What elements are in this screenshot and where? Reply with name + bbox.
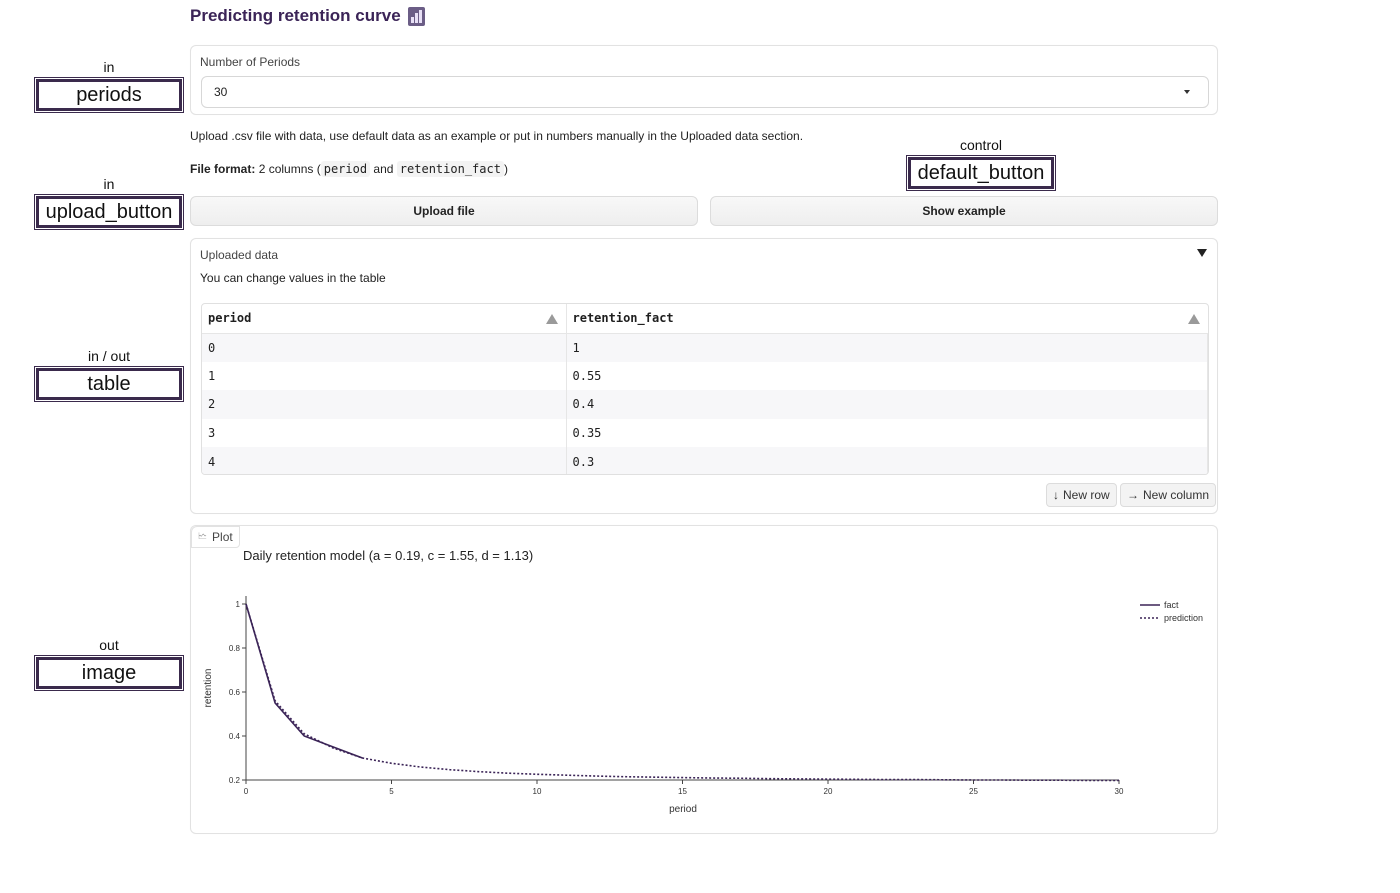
y-tick-label: 0.8 (229, 644, 241, 653)
new-column-label: New column (1143, 488, 1210, 502)
file-format-and: and (373, 162, 394, 176)
table-row: 2 0.4 (202, 390, 1208, 419)
annotation-upload: in upload_button (34, 176, 184, 230)
table-cell[interactable]: 2 (202, 390, 567, 419)
table-cell[interactable]: 0 (202, 333, 567, 362)
periods-panel: Number of Periods 30 (190, 45, 1218, 115)
chart-axes (245, 596, 1119, 781)
y-tick-label: 0.2 (229, 776, 241, 785)
y-tick-label: 0.4 (229, 732, 241, 741)
x-axis-label: period (669, 804, 697, 815)
x-tick-label: 10 (533, 787, 542, 796)
page-title-text: Predicting retention curve (190, 6, 401, 25)
x-tick-label: 20 (824, 787, 833, 796)
upload-instructions: Upload .csv file with data, use default … (190, 129, 804, 143)
chart-title: Daily retention model (a = 0.19, c = 1.5… (243, 548, 533, 563)
periods-value: 30 (214, 85, 228, 99)
x-tick-label: 0 (244, 787, 249, 796)
plot-tab: 🗠 Plot (191, 526, 240, 548)
annotation-caption: in (103, 59, 115, 75)
y-axis-label: retention (203, 669, 214, 708)
annotation-label: periods (34, 77, 184, 113)
plot-panel: 🗠 Plot Daily retention model (a = 0.19, … (190, 525, 1218, 834)
column-header-label: retention_fact (572, 311, 674, 326)
retention-chart: Daily retention model (a = 0.19, c = 1.5… (203, 548, 1203, 815)
collapse-triangle-icon[interactable] (1197, 249, 1207, 257)
uploaded-data-hint: You can change values in the table (200, 271, 386, 285)
file-format-suffix: ) (503, 162, 508, 176)
show-example-button[interactable]: Show example (710, 196, 1218, 226)
annotation-default-button: control default_button (906, 137, 1056, 191)
new-row-label: New row (1063, 488, 1110, 502)
table-cell[interactable]: 3 (202, 418, 567, 448)
table-cell[interactable]: 1 (566, 333, 1208, 362)
column-header-retention[interactable]: retention_fact (566, 304, 1208, 334)
x-tick-label: 5 (389, 787, 394, 796)
table-cell[interactable]: 0.35 (566, 418, 1208, 448)
y-tick-label: 1 (236, 600, 241, 609)
arrow-right-icon: → (1127, 488, 1139, 502)
series-line-prediction (245, 603, 1119, 782)
table-row: 1 0.55 (202, 361, 1208, 391)
chart-legend: fact prediction (1140, 600, 1203, 623)
periods-label: Number of Periods (200, 55, 301, 69)
table-row: 3 0.35 (202, 418, 1208, 448)
arrow-down-icon: ↓ (1053, 488, 1059, 502)
file-format-text: File format: 2 columns (period and reten… (190, 161, 508, 177)
annotation-label: table (34, 366, 184, 402)
table-cell[interactable]: 4 (202, 447, 567, 474)
x-tick-label: 25 (969, 787, 978, 796)
column-name-period: period (320, 161, 371, 177)
annotation-label: default_button (906, 155, 1056, 191)
annotation-periods: in periods (34, 59, 184, 113)
chart-ticks: 0 5 10 15 20 25 30 0.2 0.4 0.6 0.8 1 (229, 600, 1124, 796)
column-header-period[interactable]: period (202, 304, 567, 334)
x-tick-label: 15 (678, 787, 687, 796)
annotation-table: in / out table (34, 348, 184, 402)
x-tick-label: 30 (1115, 787, 1124, 796)
new-column-button[interactable]: → New column (1120, 483, 1217, 507)
annotation-caption: control (959, 137, 1003, 153)
table-cell[interactable]: 0.4 (566, 390, 1208, 419)
chart-lines (245, 603, 1119, 782)
upload-file-button[interactable]: Upload file (190, 196, 698, 226)
series-line-fact (245, 603, 363, 759)
table-cell[interactable]: 0.55 (566, 361, 1208, 391)
sort-arrow-icon[interactable] (1187, 314, 1200, 324)
uploaded-data-title: Uploaded data (200, 248, 279, 262)
periods-dropdown[interactable]: 30 (201, 76, 1209, 108)
new-row-button[interactable]: ↓ New row (1046, 483, 1117, 507)
sort-arrow-icon[interactable] (545, 314, 558, 324)
y-tick-label: 0.6 (229, 688, 241, 697)
annotation-caption: out (99, 637, 119, 653)
file-format-prefix: 2 columns ( (258, 162, 321, 176)
column-header-label: period (208, 311, 252, 326)
chart-icon: 🗠 (198, 531, 208, 541)
annotation-image: out image (34, 637, 184, 691)
bar-chart-icon (407, 6, 425, 26)
file-format-label: File format: (190, 162, 256, 176)
plot-tab-label: Plot (212, 530, 233, 544)
page-title: Predicting retention curve (190, 6, 425, 26)
table-cell[interactable]: 1 (202, 361, 567, 391)
column-name-retention: retention_fact (396, 161, 504, 177)
annotation-caption: in / out (87, 348, 131, 364)
table-cell[interactable]: 0.3 (566, 447, 1208, 474)
legend-label-fact: fact (1164, 600, 1179, 610)
annotation-caption: in (103, 176, 115, 192)
uploaded-data-panel: Uploaded data You can change values in t… (190, 238, 1218, 514)
chevron-down-icon (1184, 90, 1190, 94)
annotation-label: upload_button (34, 194, 184, 230)
legend-label-prediction: prediction (1164, 613, 1203, 623)
annotation-label: image (34, 655, 184, 691)
table-row: 4 0.3 (202, 447, 1208, 474)
